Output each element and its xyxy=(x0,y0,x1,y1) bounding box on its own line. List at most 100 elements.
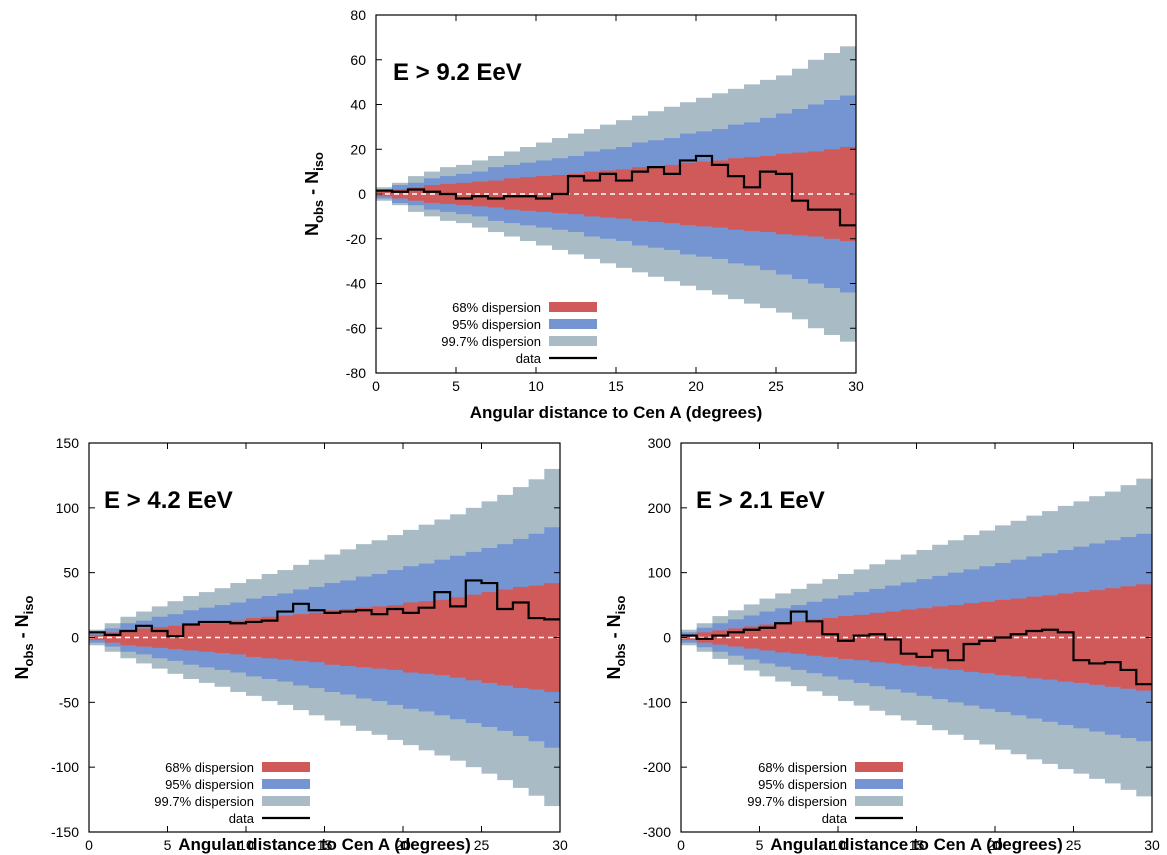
y-axis-label: Nobs - Niso xyxy=(604,595,628,679)
band-68-bin xyxy=(230,620,247,655)
band-68-bin xyxy=(293,614,310,661)
legend-swatch xyxy=(855,762,903,772)
y-axis-label-part: - N xyxy=(12,614,32,643)
x-tick-label: 25 xyxy=(474,837,490,853)
chart-panel-e-gt-9-2-eev: 0 5 10 15 20 25 30 -80 -60 -40 -20 0 20 40 60 80 Angular… xyxy=(302,7,864,422)
y-axis-label-part: iso xyxy=(311,152,326,171)
x-tick-label: 10 xyxy=(830,837,846,853)
y-tick-label: -100 xyxy=(51,759,79,775)
x-tick-label: 20 xyxy=(987,837,1003,853)
y-tick-label: -50 xyxy=(59,694,79,710)
legend-swatch xyxy=(262,779,310,789)
band-68-bin xyxy=(696,632,713,643)
legend-label: 99.7% dispersion xyxy=(154,794,254,809)
y-tick-label: -40 xyxy=(346,276,366,292)
y-axis-label: Nobs - Niso xyxy=(302,152,326,236)
x-tick-label: 25 xyxy=(768,378,784,394)
y-axis-label-part: N xyxy=(302,223,322,236)
legend-label: 99.7% dispersion xyxy=(747,794,847,809)
chart-panel-e-gt-4-2-eev: 0 5 10 15 20 25 30 -150 -100 -50 0 50 100 150 Angular … xyxy=(12,435,568,854)
y-axis-label-part: iso xyxy=(21,595,36,614)
band-68-bin xyxy=(744,157,761,231)
y-tick-label: 100 xyxy=(648,565,672,581)
band-68-bin xyxy=(743,626,760,649)
band-68-bin xyxy=(600,170,617,218)
band-68-bin xyxy=(759,624,776,651)
band-68-bin xyxy=(340,608,357,667)
legend-label: 95% dispersion xyxy=(165,777,254,792)
y-axis-label-part: obs xyxy=(21,643,36,666)
band-68-bin xyxy=(536,176,553,212)
legend-swatch xyxy=(262,796,310,806)
band-68-bin xyxy=(167,625,184,650)
x-tick-label: 30 xyxy=(552,837,568,853)
y-tick-label: -300 xyxy=(643,824,671,840)
data-series-line xyxy=(681,610,1152,686)
band-68-bin xyxy=(885,611,902,664)
legend-label: data xyxy=(229,811,255,826)
x-tick-label: 0 xyxy=(372,378,380,394)
legend: 68% dispersion 95% dispersion 99.7% disper… xyxy=(154,760,310,826)
chart-panel-e-gt-2-1-eev: 0 5 10 15 20 25 30 -300 -200 -100 0 100 200 300 Angula… xyxy=(604,435,1160,854)
y-tick-label: -100 xyxy=(643,694,671,710)
band-68-bin xyxy=(376,191,393,197)
band-68-bin xyxy=(214,621,231,654)
x-tick-label: 0 xyxy=(677,837,685,853)
band-68-bin xyxy=(151,627,168,648)
panel-title: E > 2.1 EeV xyxy=(696,487,825,514)
x-tick-label: 30 xyxy=(1144,837,1160,853)
legend: 68% dispersion 95% dispersion 99.7% disper… xyxy=(441,300,597,366)
data-series-line xyxy=(376,154,856,227)
band-68-bin xyxy=(824,149,841,239)
x-tick-label: 20 xyxy=(688,378,704,394)
panel-title: E > 9.2 EeV xyxy=(393,59,522,86)
legend-swatch xyxy=(549,302,597,312)
x-tick-label: 5 xyxy=(164,837,172,853)
x-tick-label: 25 xyxy=(1066,837,1082,853)
band-68-bin xyxy=(89,634,106,641)
x-tick-label: 15 xyxy=(608,378,624,394)
band-68-bin xyxy=(277,615,294,660)
x-tick-label: 0 xyxy=(85,837,93,853)
legend-swatch xyxy=(549,319,597,329)
y-axis-label-part: N xyxy=(604,666,624,679)
y-tick-label: 0 xyxy=(663,630,671,646)
y-axis-label-part: iso xyxy=(613,595,628,614)
y-tick-label: 80 xyxy=(350,7,366,23)
y-tick-label: 0 xyxy=(71,630,79,646)
x-axis-label: Angular distance to Cen A (degrees) xyxy=(470,403,763,422)
y-tick-label: 20 xyxy=(350,141,366,157)
y-axis-label: Nobs - Niso xyxy=(12,595,36,679)
band-68-bin xyxy=(1057,593,1074,682)
legend-label: 68% dispersion xyxy=(758,760,847,775)
legend-label: 68% dispersion xyxy=(452,300,541,315)
band-68-bin xyxy=(822,618,839,657)
x-axis-label: Angular distance to Cen A (degrees) xyxy=(770,835,1063,854)
band-68-bin xyxy=(512,586,529,689)
y-tick-label: -60 xyxy=(346,320,366,336)
band-68-bin xyxy=(808,151,825,237)
x-tick-label: 15 xyxy=(909,837,925,853)
y-tick-label: -80 xyxy=(346,365,366,381)
band-68-bin xyxy=(932,606,949,669)
legend-label: data xyxy=(516,351,542,366)
band-68-bin xyxy=(680,162,697,226)
y-tick-label: 0 xyxy=(358,186,366,202)
x-tick-label: 20 xyxy=(395,837,411,853)
y-tick-label: 40 xyxy=(350,97,366,113)
band-68-bin xyxy=(456,182,473,206)
band-68-bin xyxy=(806,619,823,656)
panel-title: E > 4.2 EeV xyxy=(104,487,233,514)
y-axis-label-part: obs xyxy=(311,200,326,223)
band-68-bin xyxy=(520,177,537,211)
legend-swatch xyxy=(855,779,903,789)
legend-label: 99.7% dispersion xyxy=(441,334,541,349)
legend-label: 95% dispersion xyxy=(452,317,541,332)
band-68-bin xyxy=(1120,586,1137,689)
plot-area xyxy=(376,46,856,342)
x-tick-label: 30 xyxy=(848,378,864,394)
band-68-bin xyxy=(528,585,545,690)
legend: 68% dispersion 95% dispersion 99.7% disper… xyxy=(747,760,903,826)
legend-swatch xyxy=(262,762,310,772)
